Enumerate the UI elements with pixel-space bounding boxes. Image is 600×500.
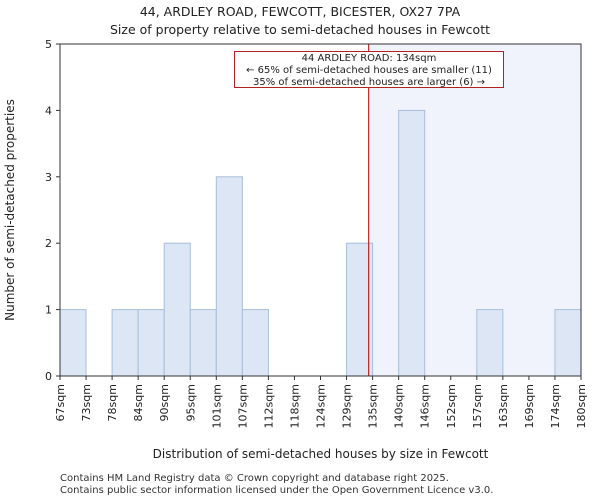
footer-copyright: Contains HM Land Registry data © Crown c…: [60, 473, 449, 484]
x-tick-label-1: 73sqm: [80, 384, 93, 421]
y-tick-label-5: 5: [45, 38, 52, 51]
x-tick-label-16: 157sqm: [471, 384, 484, 428]
x-tick-label-10: 124sqm: [315, 384, 328, 428]
x-tick-label-18: 169sqm: [523, 384, 536, 428]
bar-19: [554, 309, 582, 377]
x-tick-label-8: 112sqm: [262, 384, 275, 428]
annotation-line-1: 44 ARDLEY ROAD: 134sqm: [301, 53, 437, 64]
y-tick-label-0: 0: [45, 370, 52, 383]
x-tick-label-2: 78sqm: [106, 384, 119, 421]
bar-5: [189, 309, 217, 377]
bar-4: [163, 242, 191, 377]
x-tick-label-12: 135sqm: [367, 384, 380, 428]
annotation-line-2: ← 65% of semi-detached houses are smalle…: [246, 65, 492, 76]
x-tick-label-9: 118sqm: [288, 384, 301, 428]
x-tick-label-15: 152sqm: [445, 384, 458, 428]
x-tick-label-3: 84sqm: [132, 384, 145, 421]
bar-3: [137, 309, 165, 377]
bar-6: [215, 176, 243, 377]
x-tick-label-13: 140sqm: [393, 384, 406, 428]
chart-subtitle: Size of property relative to semi-detach…: [109, 22, 491, 37]
x-tick-label-6: 101sqm: [210, 384, 223, 428]
x-tick-label-17: 163sqm: [497, 384, 510, 428]
bar-chart: 0 1 2 3 4 5 67sqm 73sqm 78sqm 84sqm 90sqm 95sqm 101s…: [3, 38, 588, 461]
x-tick-label-7: 107sqm: [236, 384, 249, 428]
x-tick-label-5: 95sqm: [184, 384, 197, 421]
x-tick-label-14: 146sqm: [419, 384, 432, 428]
chart-title: 44, ARDLEY ROAD, FEWCOTT, BICESTER, OX27…: [139, 4, 461, 19]
y-tick-label-2: 2: [45, 237, 52, 250]
annotation-line-3: 35% of semi-detached houses are larger (…: [252, 77, 486, 88]
bar-0: [59, 309, 87, 377]
y-tick-label-3: 3: [45, 171, 52, 184]
x-tick-label-4: 90sqm: [158, 384, 171, 421]
bar-16: [476, 309, 504, 377]
bar-7: [241, 309, 269, 377]
x-tick-label-20: 180sqm: [575, 384, 588, 428]
y-axis-label: Number of semi-detached properties: [3, 99, 17, 321]
bar-2: [111, 309, 139, 377]
y-tick-label-4: 4: [45, 104, 52, 117]
property-annotation: 44 ARDLEY ROAD: 134sqm ← 65% of semi-det…: [234, 51, 504, 88]
footer-licence: Contains public sector information licen…: [60, 485, 494, 496]
y-tick-label-1: 1: [45, 304, 52, 317]
x-tick-label-19: 174sqm: [549, 384, 562, 428]
x-tick-label-11: 129sqm: [341, 384, 354, 428]
x-axis-label: Distribution of semi-detached houses by …: [153, 447, 489, 461]
x-tick-label-0: 67sqm: [54, 384, 67, 421]
bar-13: [398, 109, 426, 377]
